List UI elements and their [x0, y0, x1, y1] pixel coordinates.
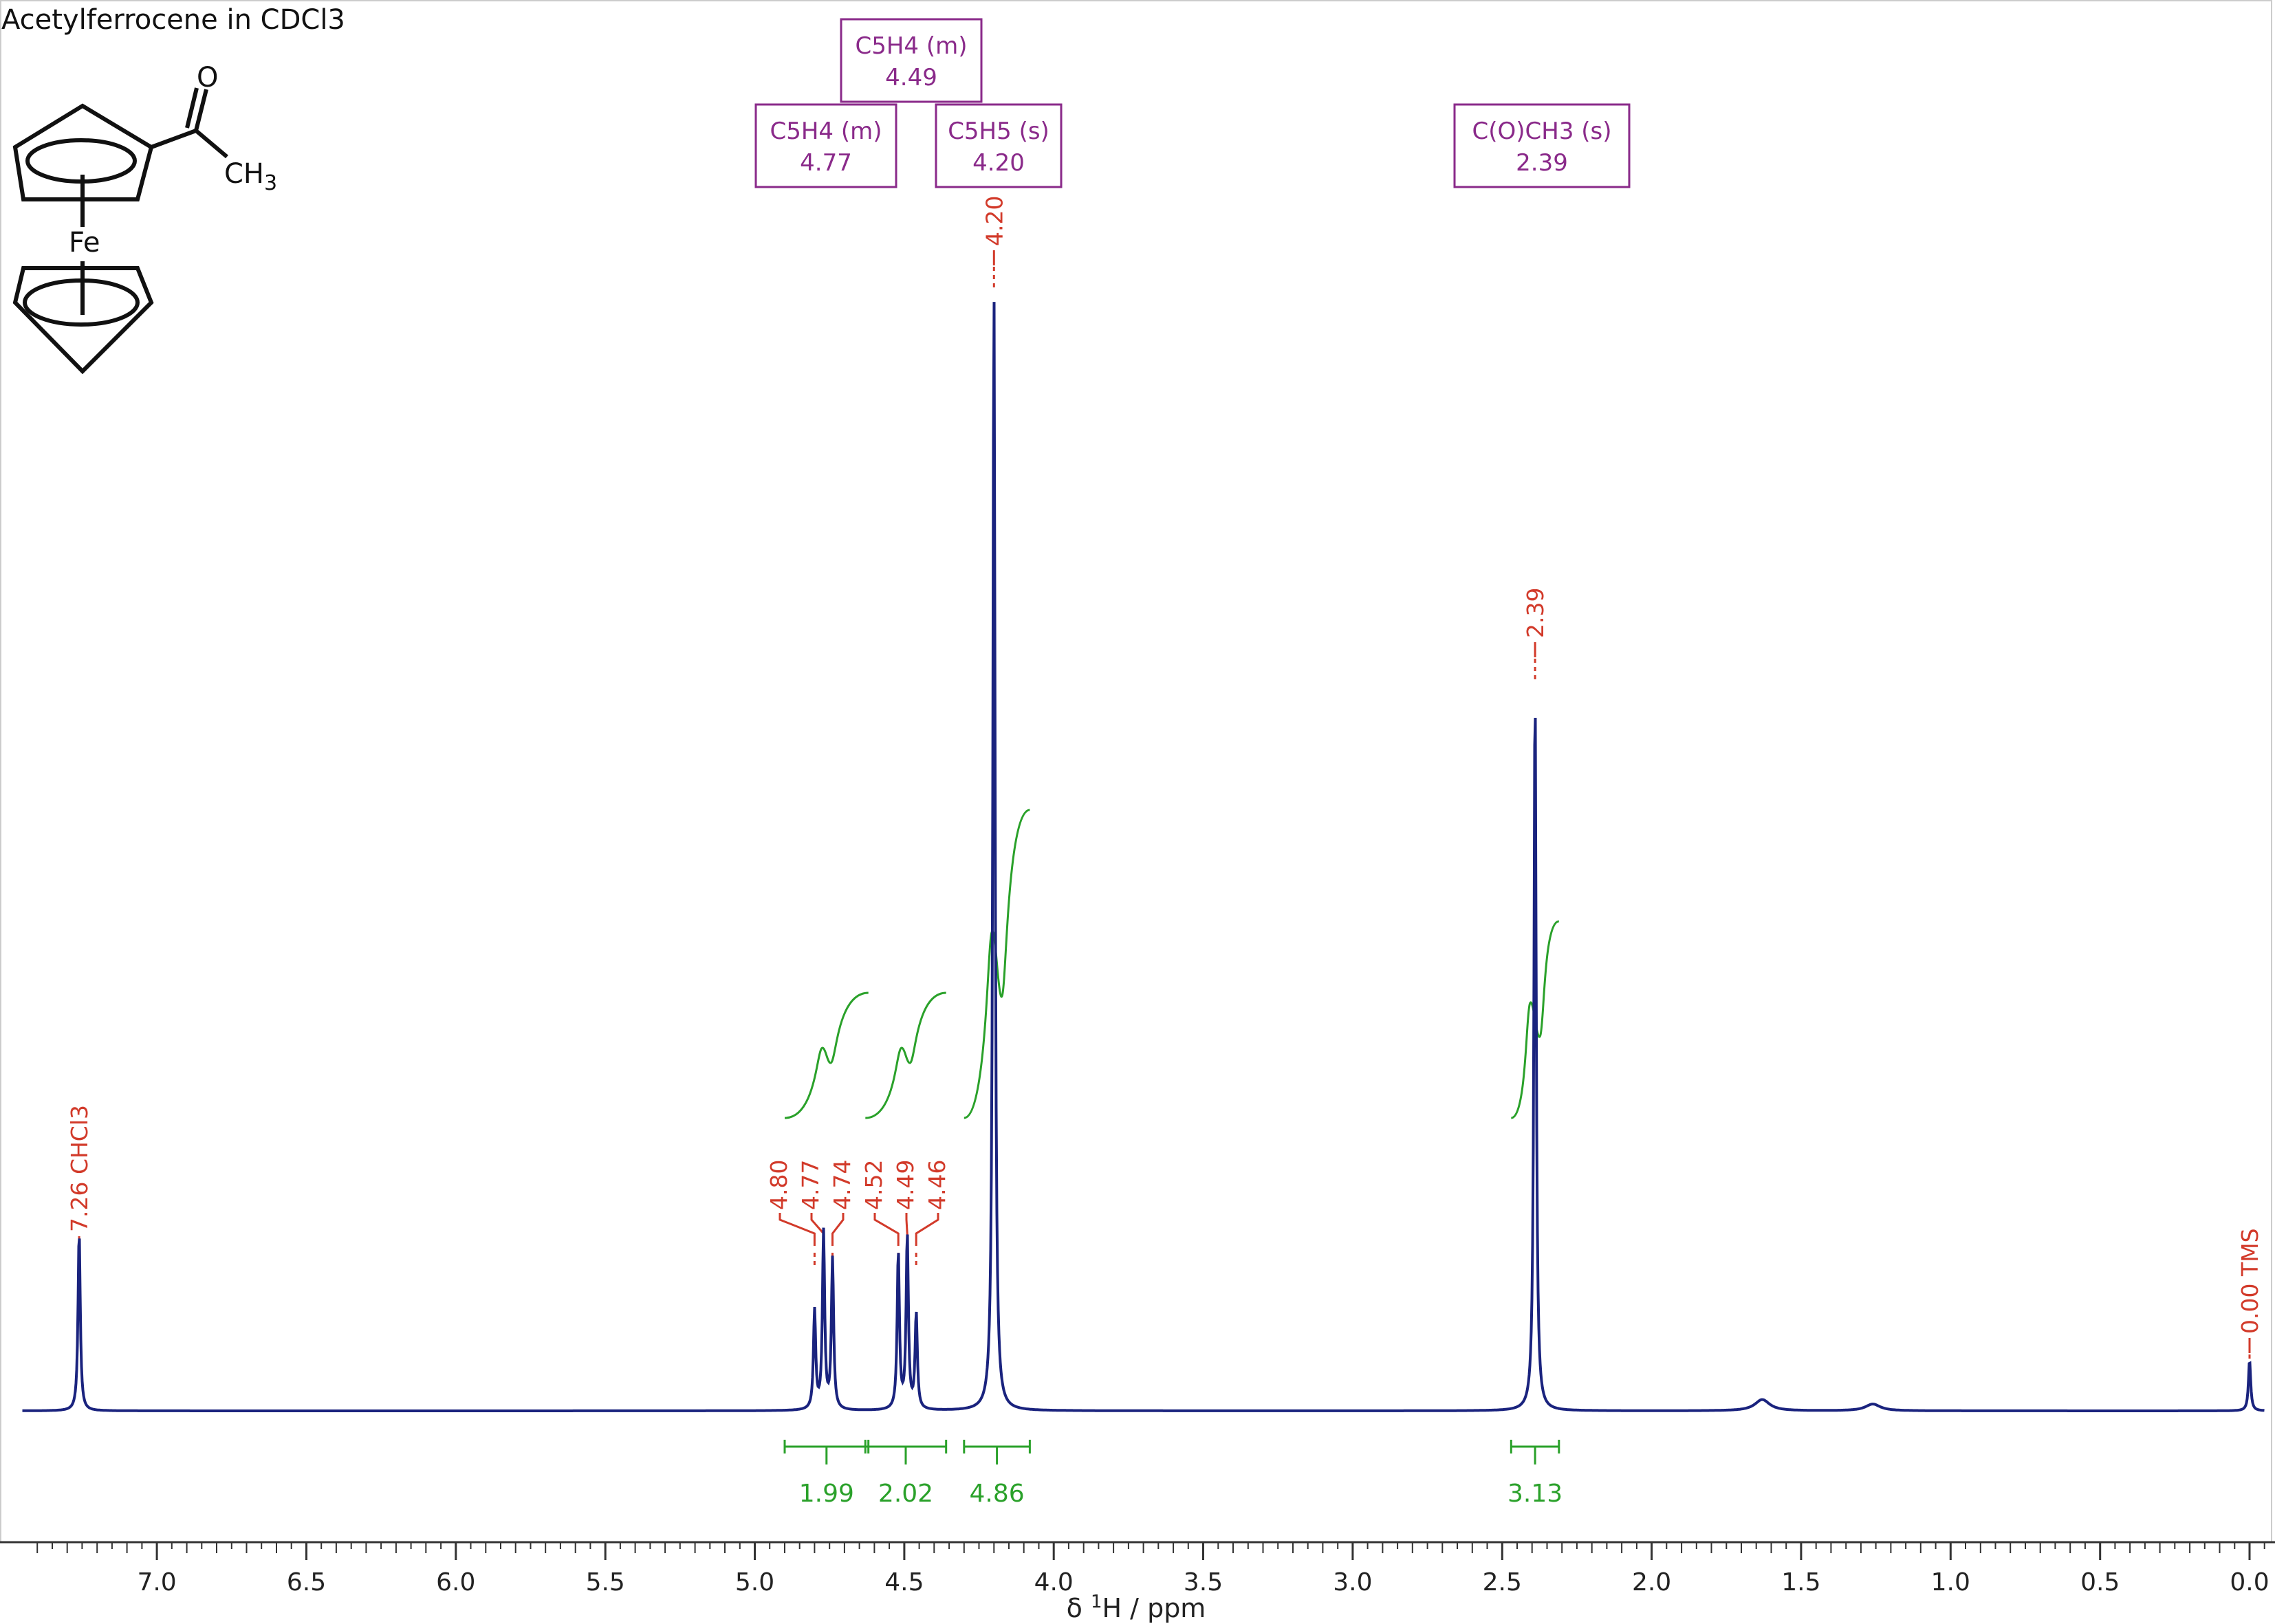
peak-label-text: 4.52 — [860, 1160, 887, 1210]
peak-label-text: 4.80 — [765, 1160, 792, 1210]
integral-bar: 1.99 — [783, 1440, 870, 1508]
integral-curve — [784, 991, 869, 1119]
oxygen-label: O — [197, 62, 218, 94]
x-tick-label: 0.5 — [2080, 1568, 2120, 1596]
peak-label: 4.52 — [860, 1160, 900, 1266]
peak-label: 4.74 — [829, 1160, 856, 1266]
integral-curves — [784, 809, 1560, 1119]
peak-label-connector — [810, 1213, 825, 1246]
peak-label: 4.46 — [915, 1160, 950, 1266]
x-tick-label: 2.0 — [1632, 1568, 1671, 1596]
integral-bar: 2.02 — [864, 1440, 948, 1508]
integral-curve-path — [865, 991, 946, 1119]
x-tick-label: 6.5 — [287, 1568, 326, 1596]
peak-label-connector — [831, 1213, 845, 1246]
chart-title: Acetylferrocene in CDCl3 — [1, 4, 345, 36]
multiplet-name: C5H5 (s) — [948, 118, 1049, 145]
iron-label: Fe — [69, 227, 100, 259]
integral-bar: 3.13 — [1507, 1440, 1563, 1508]
x-axis-label: δ 1H / ppm — [1067, 1592, 1206, 1623]
x-tick-label: 1.0 — [1931, 1568, 1970, 1596]
multiplet-shift: 4.20 — [972, 149, 1025, 177]
multiplet-name: C(O)CH3 (s) — [1472, 118, 1611, 145]
upper-cp-ring — [12, 103, 154, 201]
x-tick-label: 3.0 — [1333, 1568, 1372, 1596]
multiplet-box: C5H5 (s) 4.20 — [935, 103, 1063, 188]
multiplet-box: C(O)CH3 (s) 2.39 — [1453, 103, 1631, 188]
peak-label: 2.39 — [1522, 588, 1549, 679]
multiplet-shift: 4.49 — [885, 64, 937, 91]
multiplet-shift: 2.39 — [1516, 149, 1568, 177]
multiplet-name: C5H4 (m) — [855, 32, 967, 60]
peak-label-text: 4.46 — [924, 1160, 950, 1210]
x-tick-label: 4.0 — [1034, 1568, 1074, 1596]
integral-bar: 4.86 — [963, 1440, 1031, 1508]
multiplet-name: C5H4 (m) — [770, 118, 882, 145]
x-tick-label: 6.0 — [436, 1568, 475, 1596]
peak-label: 4.77 — [797, 1160, 825, 1266]
x-tick-label: 3.5 — [1184, 1568, 1223, 1596]
lower-ring-inner — [23, 278, 140, 327]
integral-curve — [865, 991, 946, 1119]
peak-label-connector — [915, 1213, 939, 1246]
peak-label: 4.49 — [892, 1160, 919, 1266]
integral-value: 1.99 — [799, 1480, 854, 1508]
acetyl-bond — [150, 129, 197, 149]
spectrum-line — [22, 302, 2265, 1412]
peak-label-text: 2.39 — [1522, 588, 1549, 638]
x-axis-minor-ticks — [36, 1542, 2265, 1559]
x-tick-label: 0.0 — [2230, 1568, 2269, 1596]
peak-label: 4.20 — [981, 196, 1008, 287]
peak-label-text: 7.26 CHCl3 — [66, 1105, 93, 1232]
peak-label: 4.80 — [765, 1160, 816, 1266]
peak-label-text: 4.74 — [829, 1160, 856, 1210]
peak-label-text: 4.49 — [892, 1160, 919, 1210]
x-tick-label: 2.5 — [1483, 1568, 1522, 1596]
peak-label: 0.00 TMS — [2236, 1228, 2263, 1375]
lower-cp-ring — [12, 266, 154, 375]
multiplet-box: C5H4 (m) 4.49 — [840, 18, 983, 103]
integral-bars: 1.99 2.02 4.86 3.13 — [783, 1440, 1563, 1508]
x-axis-ticks: 7.0 6.5 6.0 5.5 5.0 4.5 4.0 3.5 3.0 2.5 2.0 1.5 1.0 0… — [137, 1542, 2269, 1596]
peak-label-text: 0.00 TMS — [2236, 1228, 2263, 1334]
x-tick-label: 1.5 — [1781, 1568, 1820, 1596]
integral-value: 3.13 — [1507, 1480, 1563, 1508]
x-tick-label: 5.0 — [735, 1568, 774, 1596]
methyl-label: CH3 — [224, 158, 277, 195]
integral-value: 2.02 — [878, 1480, 933, 1508]
integral-value: 4.86 — [970, 1480, 1025, 1508]
integral-curve-path — [784, 991, 869, 1119]
multiplet-shift: 4.77 — [800, 149, 852, 177]
multiplet-box: C5H4 (m) 4.77 — [754, 103, 897, 188]
x-tick-label: 5.5 — [586, 1568, 625, 1596]
x-tick-label: 4.5 — [884, 1568, 924, 1596]
acetylferrocene-structure — [12, 87, 228, 375]
plot-frame — [0, 0, 2272, 1543]
peak-label-connector — [779, 1213, 816, 1246]
x-tick-label: 7.0 — [137, 1568, 176, 1596]
peak-label-text: 4.20 — [981, 196, 1008, 246]
peak-labels: 7.26 CHCl3 4.80 4.77 4.74 4.52 4.49 4.46 4.20 2.… — [66, 196, 2263, 1375]
peak-label-text: 4.77 — [797, 1160, 824, 1210]
peak-label-connector — [873, 1213, 900, 1246]
